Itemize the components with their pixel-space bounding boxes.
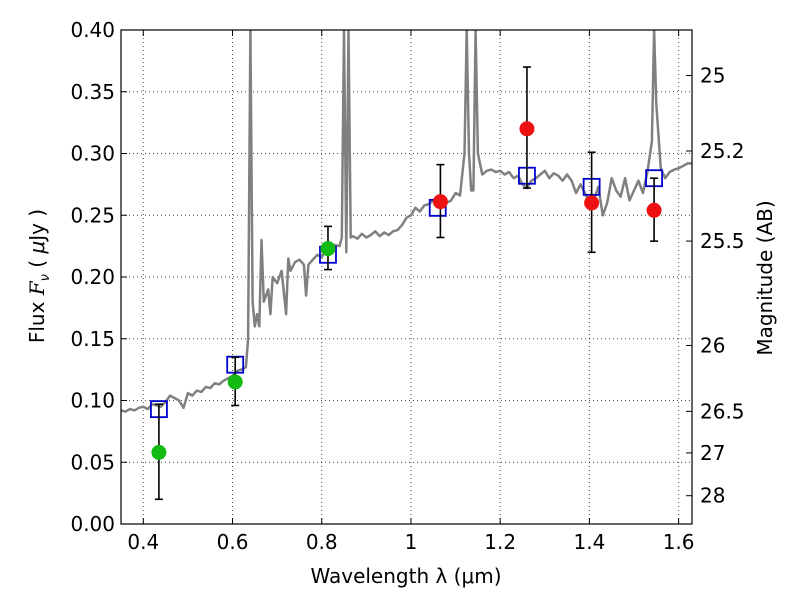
y-tick-label: 0.25 — [70, 203, 115, 227]
y2-axis-label: Magnitude (AB) — [753, 200, 777, 355]
y2-tick-label: 27 — [700, 441, 725, 465]
x-axis-label: Wavelength λ (μm) — [310, 564, 501, 588]
y-tick-label: 0.30 — [70, 142, 115, 166]
x-tick-label: 1 — [405, 530, 418, 554]
observed-points-layer — [151, 66, 662, 501]
y-tick-label: 0.20 — [70, 265, 115, 289]
y-tick-label: 0.15 — [70, 327, 115, 351]
axes-ticks-layer: 0.4 0.6 0.8 1 1.2 1.4 1.6 0.00 0.05 0.10 0.15 0.20 0… — [70, 18, 744, 554]
x-tick-label: 0.4 — [127, 530, 159, 554]
y2-tick-label: 26.5 — [700, 399, 745, 423]
x-tick-label: 1.4 — [573, 530, 605, 554]
y-tick-label: 0.35 — [70, 80, 115, 104]
y2-tick-label: 25.5 — [700, 229, 745, 253]
y2-tick-label: 28 — [700, 484, 725, 508]
observed-nir-point — [432, 194, 448, 210]
x-tick-label: 1.6 — [663, 530, 695, 554]
y-tick-label: 0.05 — [70, 450, 115, 474]
observed-nir-point — [584, 195, 600, 211]
y-tick-label: 0.00 — [70, 512, 115, 536]
x-tick-label: 0.6 — [217, 530, 249, 554]
y2-tick-label: 25 — [700, 64, 725, 88]
x-tick-label: 1.2 — [484, 530, 516, 554]
observed-optical-point — [227, 374, 243, 390]
y-tick-label: 0.40 — [70, 18, 115, 42]
y2-tick-label: 26 — [700, 333, 725, 357]
observed-nir-point — [519, 121, 535, 137]
observed-optical-point — [320, 241, 336, 257]
y-tick-label: 0.10 — [70, 389, 115, 413]
y-axis-label: Flux Fν ( μJy ) — [25, 209, 53, 343]
y2-tick-label: 25.2 — [700, 139, 745, 163]
observed-nir-point — [646, 202, 662, 218]
observed-optical-point — [151, 444, 167, 460]
x-tick-label: 0.8 — [306, 530, 338, 554]
